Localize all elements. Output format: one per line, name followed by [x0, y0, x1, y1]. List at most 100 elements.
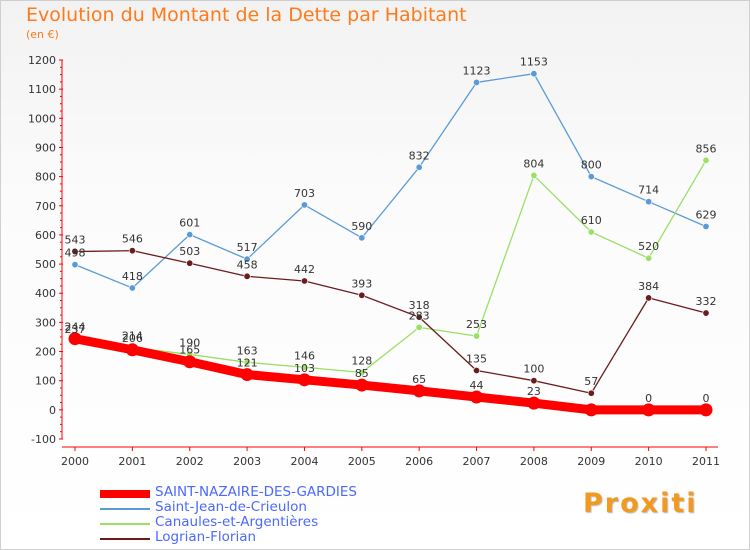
series-point-2-5	[358, 369, 366, 377]
data-label-3-10: 384	[638, 280, 659, 293]
legend-label-0: SAINT-NAZAIRE-DES-GARDIES	[155, 484, 358, 500]
data-label-0-1: 206	[122, 332, 143, 345]
series-point-3-2	[186, 259, 194, 267]
data-label-3-7: 135	[466, 352, 487, 365]
data-label-0-5: 85	[355, 367, 369, 380]
series-point-3-5	[358, 291, 366, 299]
data-label-0-6: 65	[412, 373, 426, 386]
data-label-1-9: 800	[581, 159, 602, 172]
x-tick-label-2: 2002	[176, 455, 204, 468]
y-tick-label-5: 400	[35, 287, 56, 300]
axes: -100010020030040050060070080090010001100…	[28, 54, 720, 468]
series-point-1-1	[128, 284, 136, 292]
series-point-2-4	[300, 363, 308, 371]
y-tick-label-2: 100	[35, 375, 56, 388]
series-point-3-6	[415, 313, 423, 321]
data-label-2-7: 253	[466, 318, 487, 331]
data-label-1-10: 714	[638, 184, 659, 197]
series-point-0-0	[68, 332, 82, 346]
data-label-1-7: 1123	[463, 64, 491, 77]
y-tick-label-9: 800	[35, 171, 56, 184]
series-point-2-3	[243, 358, 251, 366]
series-point-1-5	[358, 234, 366, 242]
series-point-3-4	[300, 277, 308, 285]
x-tick-label-1: 2001	[118, 455, 146, 468]
data-label-1-11: 629	[696, 208, 717, 221]
proxiti-logo: Proxiti	[583, 488, 698, 519]
series-point-3-9	[587, 389, 595, 397]
x-tick-label-5: 2005	[348, 455, 376, 468]
data-label-2-8: 804	[523, 157, 544, 170]
x-tick-label-10: 2010	[635, 455, 663, 468]
data-label-1-2: 601	[179, 217, 200, 230]
series-point-1-10	[645, 198, 653, 206]
x-tick-label-11: 2011	[692, 455, 720, 468]
series-point-1-6	[415, 163, 423, 171]
x-tick-label-3: 2003	[233, 455, 261, 468]
y-tick-label-10: 900	[35, 141, 56, 154]
series-point-3-11	[702, 309, 710, 317]
series-point-2-6	[415, 323, 423, 331]
data-label-1-1: 418	[122, 270, 143, 283]
data-label-1-0: 498	[65, 247, 86, 260]
data-label-1-5: 590	[351, 220, 372, 233]
x-tick-label-0: 2000	[61, 455, 89, 468]
legend-label-2: Canaules-et-Argentières	[155, 514, 319, 530]
series-point-0-10	[642, 403, 656, 417]
series-point-0-5	[355, 378, 369, 392]
series-point-3-7	[473, 366, 481, 374]
data-label-3-5: 393	[351, 277, 372, 290]
data-label-1-8: 1153	[520, 56, 548, 69]
y-tick-label-3: 200	[35, 346, 56, 359]
data-label-0-11: 0	[703, 392, 710, 405]
data-label-3-6: 318	[409, 299, 430, 312]
data-label-0-10: 0	[645, 392, 652, 405]
legend-swatch-0	[100, 489, 150, 498]
series-point-1-3	[243, 255, 251, 263]
data-label-1-3: 517	[237, 241, 258, 254]
legend-swatch-3	[100, 537, 150, 540]
data-label-2-11: 856	[696, 142, 717, 155]
chart-unit: (en €)	[26, 28, 59, 41]
series-point-2-7	[473, 332, 481, 340]
data-label-0-7: 44	[470, 379, 484, 392]
data-label-3-9: 57	[584, 375, 598, 388]
data-label-0-8: 23	[527, 385, 541, 398]
x-tick-label-9: 2009	[577, 455, 605, 468]
series-point-3-8	[530, 377, 538, 385]
series-line-0	[70, 334, 711, 415]
series-point-1-9	[587, 173, 595, 181]
data-label-3-3: 458	[237, 258, 258, 271]
series-point-1-4	[300, 201, 308, 209]
series-line-1	[74, 73, 707, 289]
x-tick-label-8: 2008	[520, 455, 548, 468]
series-points	[68, 70, 713, 417]
data-label-2-1: 214	[122, 329, 143, 342]
data-label-0-2: 165	[179, 344, 200, 357]
series-point-0-9	[584, 403, 598, 417]
series-point-0-7	[470, 390, 484, 404]
y-tick-label-7: 600	[35, 229, 56, 242]
series-line-2	[74, 159, 707, 374]
series-point-3-1	[128, 247, 136, 255]
y-tick-label-11: 1000	[28, 112, 56, 125]
series-point-0-11	[699, 403, 713, 417]
data-label-3-4: 442	[294, 263, 315, 276]
data-label-3-0: 543	[65, 234, 86, 247]
series-point-2-11	[702, 156, 710, 164]
series-point-0-8	[527, 396, 541, 410]
series-lines	[70, 73, 711, 415]
legend-swatch-1	[100, 507, 150, 510]
series-point-1-11	[702, 222, 710, 230]
legend-label-3: Logrian-Florian	[155, 529, 257, 545]
series-point-1-2	[186, 231, 194, 239]
data-label-3-8: 100	[523, 363, 544, 376]
data-label-0-3: 121	[237, 357, 258, 370]
data-label-2-3: 163	[237, 344, 258, 357]
y-tick-label-1: 0	[49, 404, 56, 417]
series-line-3	[74, 250, 707, 394]
legend-label-1: Saint-Jean-de-Crieulon	[155, 499, 307, 515]
data-label-2-5: 128	[351, 355, 372, 368]
data-label-3-2: 503	[179, 245, 200, 258]
